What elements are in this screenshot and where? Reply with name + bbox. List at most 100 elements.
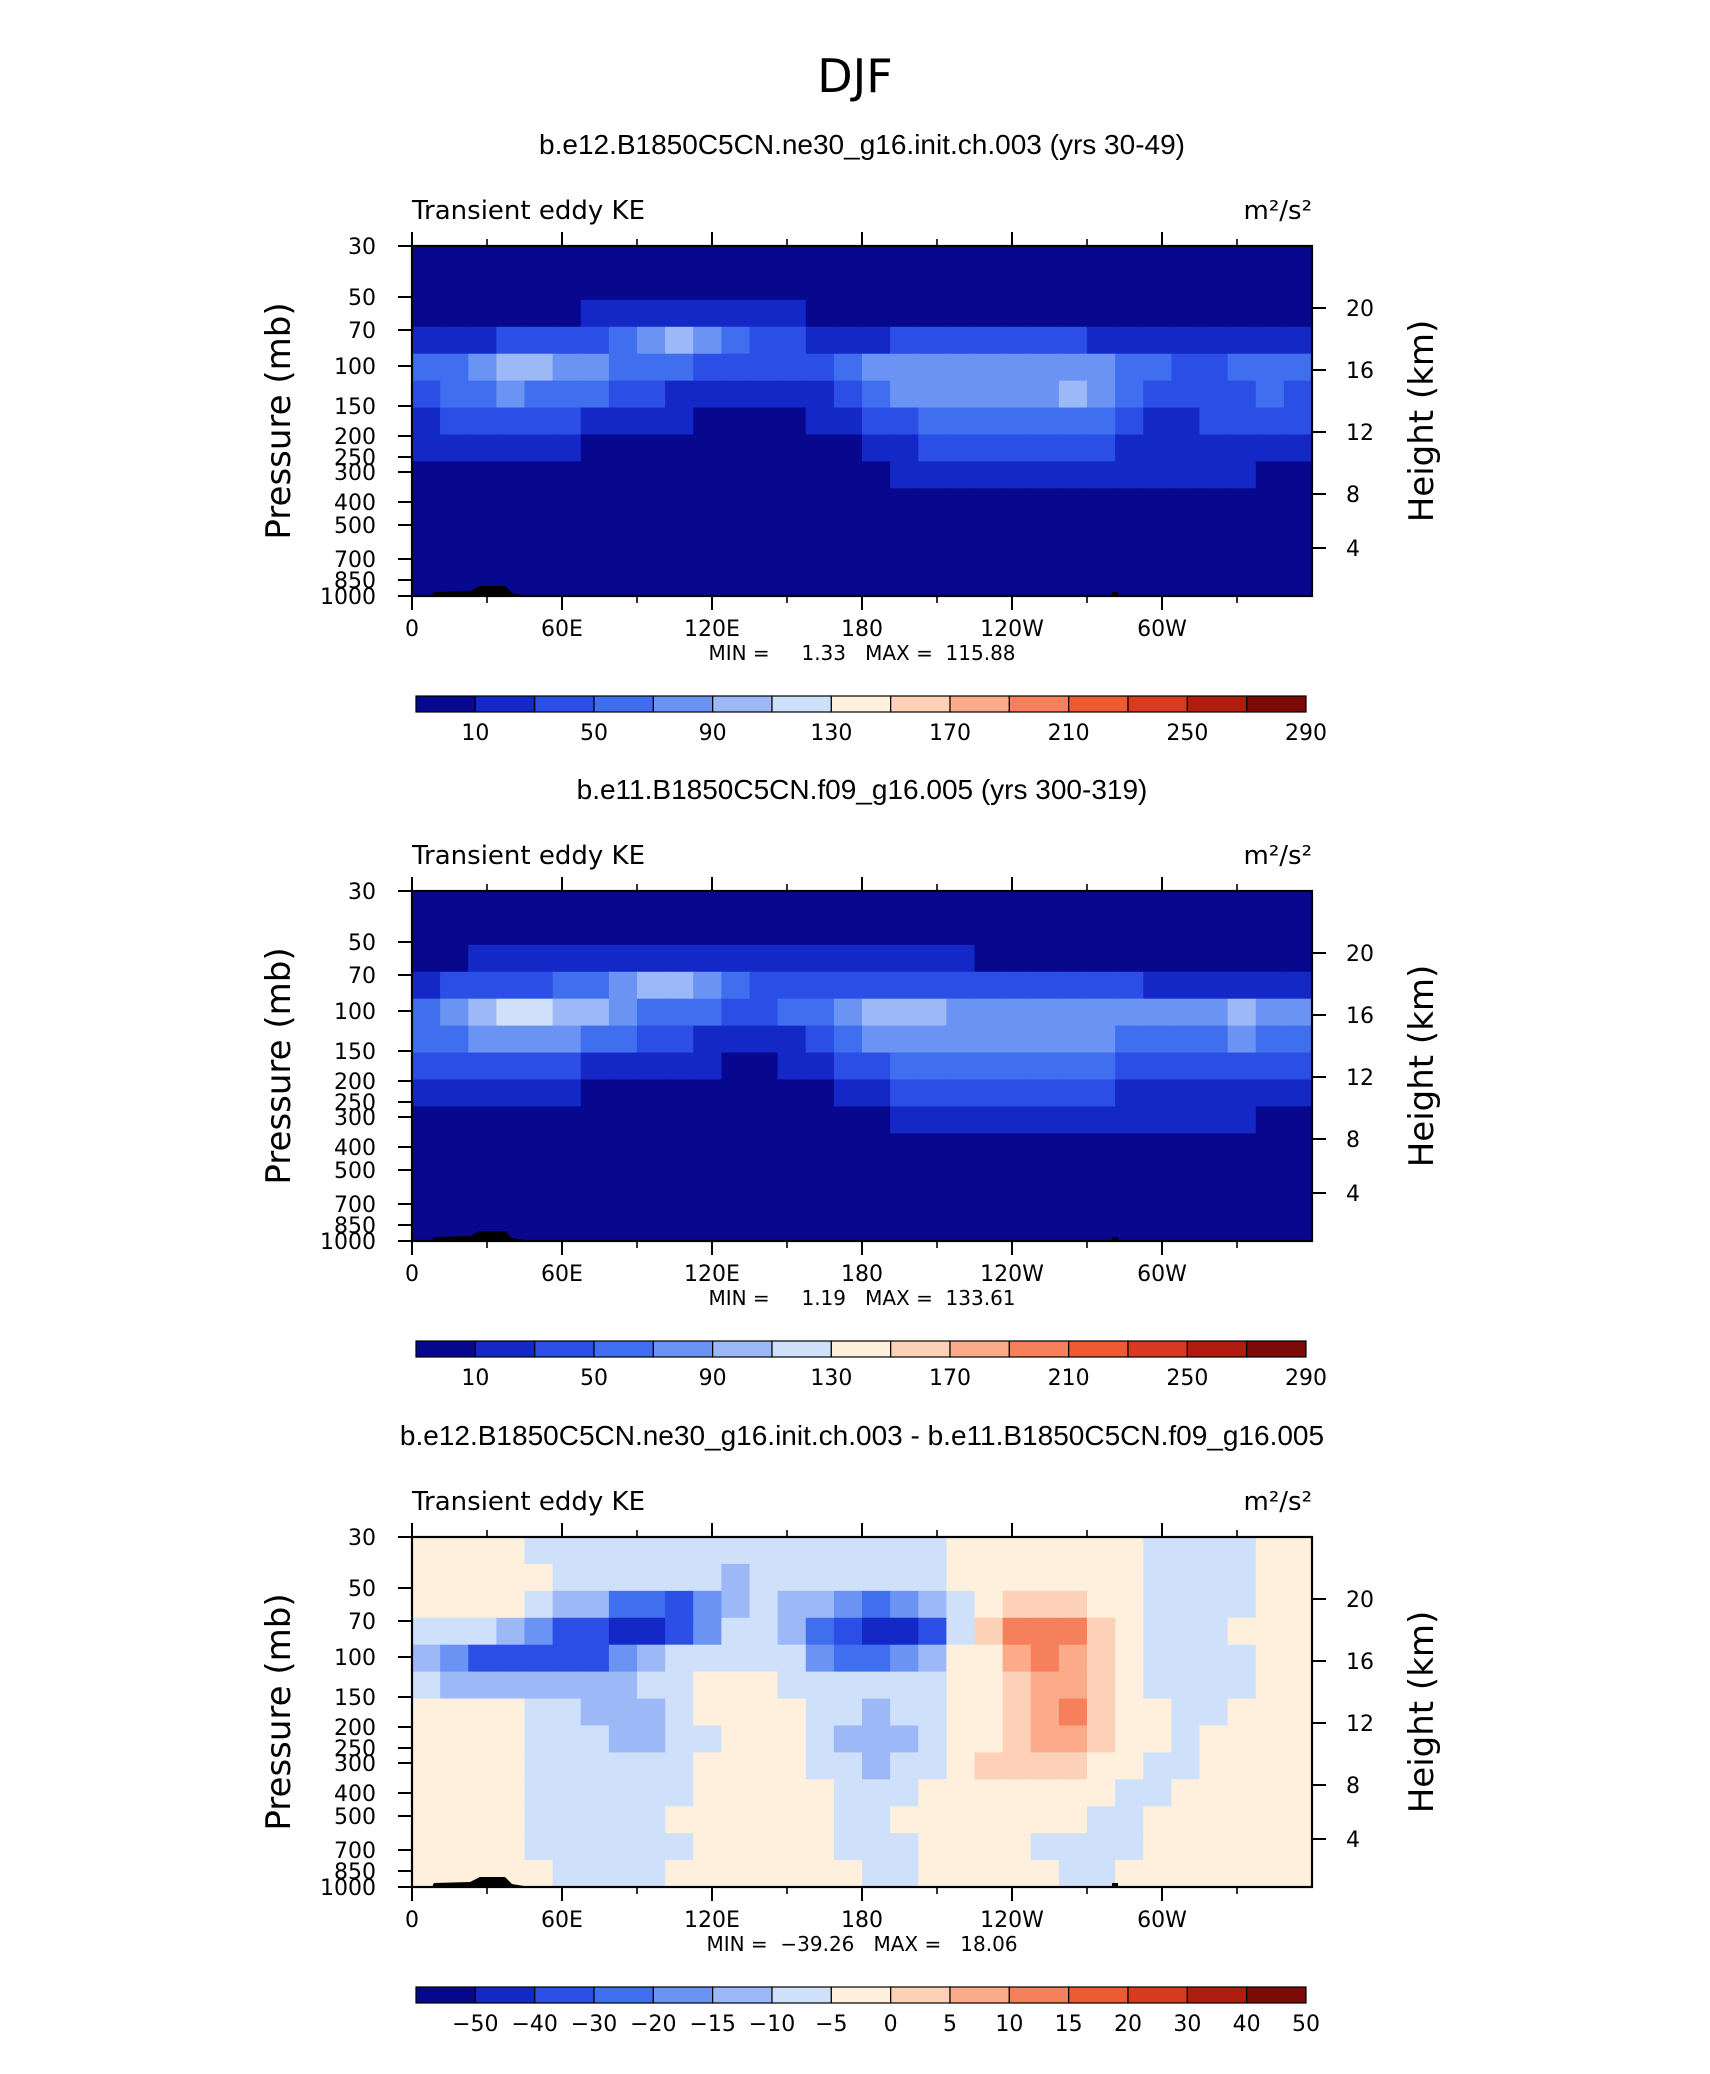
- field-cell: [1171, 891, 1201, 919]
- field-cell: [721, 353, 751, 382]
- field-cell: [721, 1779, 751, 1808]
- field-cell: [918, 1671, 948, 1700]
- field-cell: [1255, 1025, 1285, 1054]
- field-cell: [524, 1752, 554, 1781]
- y-tick-label: 100: [334, 1000, 376, 1025]
- colorbar-box: [652, 695, 714, 713]
- field-cell: [1058, 353, 1088, 382]
- field-cell: [721, 461, 751, 490]
- field-cell: [1143, 272, 1173, 301]
- field-cell: [833, 515, 863, 543]
- field-cell: [1030, 1563, 1060, 1592]
- units-label: m²/s²: [1244, 1487, 1312, 1517]
- field-cell: [524, 1644, 554, 1673]
- field-cell: [693, 569, 723, 596]
- field-cell: [468, 542, 498, 570]
- field-cell: [946, 1590, 976, 1619]
- y2-tick-label: 16: [1346, 359, 1374, 384]
- units-label: m²/s²: [1244, 841, 1312, 871]
- field-cell: [974, 1133, 1004, 1162]
- field-cell: [1115, 891, 1145, 919]
- field-cell: [412, 488, 441, 517]
- field-cell: [552, 407, 582, 436]
- field-cell: [665, 1563, 695, 1592]
- field-cell: [777, 1752, 807, 1781]
- field-cell: [805, 1133, 835, 1162]
- field-cell: [1002, 461, 1032, 490]
- field-cell: [833, 891, 863, 919]
- field-cell: [1283, 434, 1312, 463]
- field-cell: [805, 998, 835, 1027]
- field-cell: [1283, 971, 1312, 1000]
- field-cell: [805, 1779, 835, 1808]
- field-cell: [412, 353, 441, 382]
- field-cell: [580, 1752, 610, 1781]
- field-cell: [412, 1725, 441, 1754]
- field-cell: [1002, 246, 1032, 274]
- field-cell: [524, 1187, 554, 1215]
- field-cell: [637, 1752, 666, 1781]
- field-cell: [1171, 1537, 1201, 1565]
- chart-panel-2: b.e11.B1850C5CN.f09_g16.005 (yrs 300-319…: [259, 774, 1442, 1391]
- field-cell: [862, 1860, 891, 1887]
- field-cell: [1199, 891, 1229, 919]
- field-cell: [833, 1214, 863, 1241]
- min-max-stats: MIN = 1.33 MAX = 115.88: [708, 641, 1015, 665]
- field-cell: [412, 944, 441, 973]
- field-cell: [1030, 1052, 1060, 1081]
- field-cell: [524, 326, 554, 355]
- field-cell: [777, 1160, 807, 1188]
- field-cell: [1143, 299, 1173, 328]
- colorbar-label: 50: [580, 721, 608, 746]
- x-tick-label: 60E: [541, 1908, 583, 1933]
- y-tick-label: 50: [348, 931, 376, 956]
- field-cell: [805, 1563, 835, 1592]
- field-cell: [833, 944, 863, 973]
- field-cell: [665, 434, 695, 463]
- field-cell: [1058, 515, 1088, 543]
- field-cell: [721, 1160, 751, 1188]
- field-cell: [524, 1698, 554, 1727]
- field-cell: [496, 1563, 526, 1592]
- field-cell: [1171, 515, 1201, 543]
- field-cell: [833, 1187, 863, 1215]
- field-cell: [890, 1214, 920, 1241]
- field-cell: [1255, 461, 1285, 490]
- field-cell: [833, 1698, 863, 1727]
- field-cell: [918, 891, 948, 919]
- field-cell: [833, 1779, 863, 1808]
- field-cell: [946, 1052, 976, 1081]
- x-tick-label: 120E: [684, 617, 740, 642]
- field-cell: [496, 1025, 526, 1054]
- field-cell: [1030, 272, 1060, 301]
- field-cell: [468, 917, 498, 946]
- field-cell: [580, 434, 610, 463]
- field-cell: [1199, 1187, 1229, 1215]
- field-cell: [1030, 1214, 1060, 1241]
- field-cell: [1227, 515, 1257, 543]
- field-cell: [721, 1563, 751, 1592]
- colorbar-box: [1127, 695, 1188, 713]
- field-cell: [693, 434, 723, 463]
- field-cell: [1171, 1563, 1201, 1592]
- field-cell: [637, 1617, 666, 1646]
- field-cell: [1227, 1617, 1257, 1646]
- field-cell: [1143, 1106, 1173, 1135]
- field-cell: [1058, 1806, 1088, 1834]
- field-cell: [890, 1644, 920, 1673]
- field-cell: [496, 326, 526, 355]
- field-cell: [1255, 1563, 1285, 1592]
- field-cell: [862, 246, 891, 274]
- field-cell: [1030, 299, 1060, 328]
- field-cell: [1087, 1833, 1116, 1861]
- field-cell: [524, 299, 554, 328]
- field-cell: [693, 1833, 723, 1861]
- field-cell: [1002, 1860, 1032, 1887]
- field-cell: [1283, 272, 1312, 301]
- field-cell: [1087, 542, 1116, 570]
- field-cell: [580, 1590, 610, 1619]
- field-cell: [580, 1860, 610, 1887]
- field-cell: [496, 1106, 526, 1135]
- field-cell: [946, 1860, 976, 1887]
- contour-field: [412, 246, 1312, 596]
